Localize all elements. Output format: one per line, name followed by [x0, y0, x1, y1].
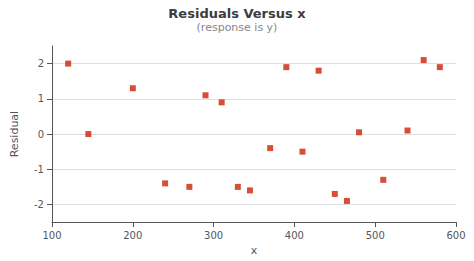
svg-text:-1: -1 [34, 164, 44, 175]
svg-text:100: 100 [42, 230, 61, 241]
svg-text:Residual: Residual [8, 111, 21, 157]
svg-text:(response is y): (response is y) [197, 21, 278, 34]
svg-text:1: 1 [38, 93, 44, 104]
svg-text:400: 400 [285, 230, 304, 241]
svg-text:2: 2 [38, 58, 44, 69]
svg-text:-2: -2 [34, 199, 44, 210]
svg-text:0: 0 [38, 129, 44, 140]
svg-text:Residuals Versus x: Residuals Versus x [168, 6, 306, 21]
svg-text:200: 200 [123, 230, 142, 241]
svg-text:500: 500 [366, 230, 385, 241]
svg-text:600: 600 [446, 230, 465, 241]
svg-text:300: 300 [204, 230, 223, 241]
svg-text:x: x [251, 244, 258, 257]
